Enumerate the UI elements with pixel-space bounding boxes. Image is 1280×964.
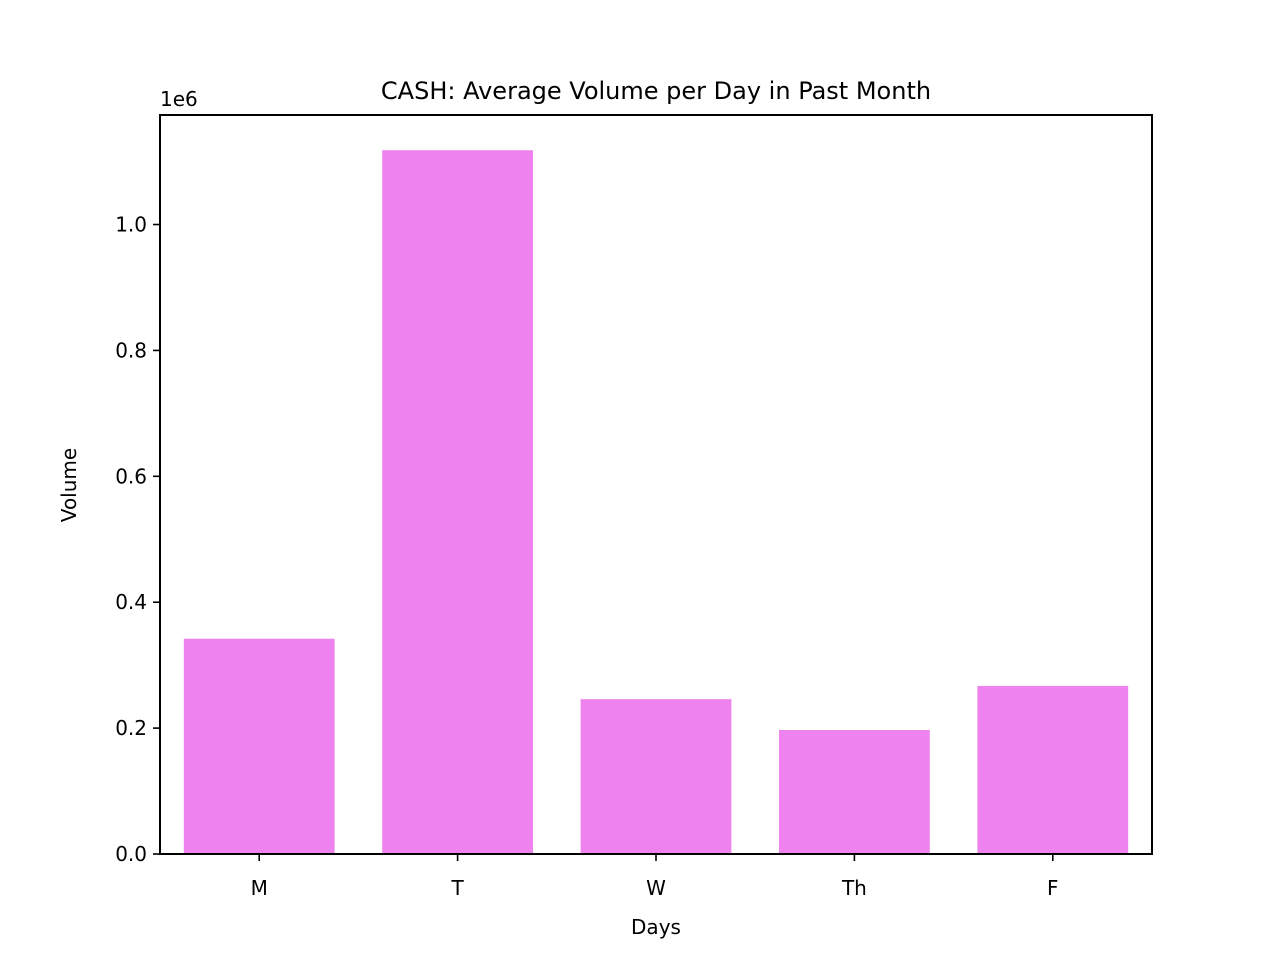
y-axis-offset-label: 1e6	[160, 87, 198, 111]
y-tick-label: 0.6	[115, 464, 147, 488]
y-ticks-layer: 0.0 0.2 0.4 0.6 0.8 1.0	[115, 213, 160, 866]
y-tick-label: 1.0	[115, 213, 147, 237]
chart-title: CASH: Average Volume per Day in Past Mon…	[381, 77, 931, 105]
x-ticks-layer: M T W Th F	[251, 854, 1059, 900]
y-tick-label: 0.0	[115, 842, 147, 866]
bar-th	[779, 729, 930, 854]
bars-layer	[183, 150, 1129, 854]
x-tick-label: T	[450, 876, 464, 900]
y-tick-label: 0.4	[115, 590, 147, 614]
y-tick-label: 0.8	[115, 338, 147, 362]
y-tick-label: 0.2	[115, 716, 147, 740]
y-axis-label: Volume	[57, 448, 81, 522]
x-tick-label: Th	[841, 876, 867, 900]
x-tick-label: W	[646, 876, 666, 900]
x-tick-label: M	[251, 876, 268, 900]
x-axis-label: Days	[631, 915, 681, 939]
bar-t	[382, 150, 533, 854]
bar-m	[183, 638, 335, 854]
bar-f	[977, 685, 1129, 854]
x-tick-label: F	[1047, 876, 1059, 900]
bar-w	[580, 699, 732, 854]
